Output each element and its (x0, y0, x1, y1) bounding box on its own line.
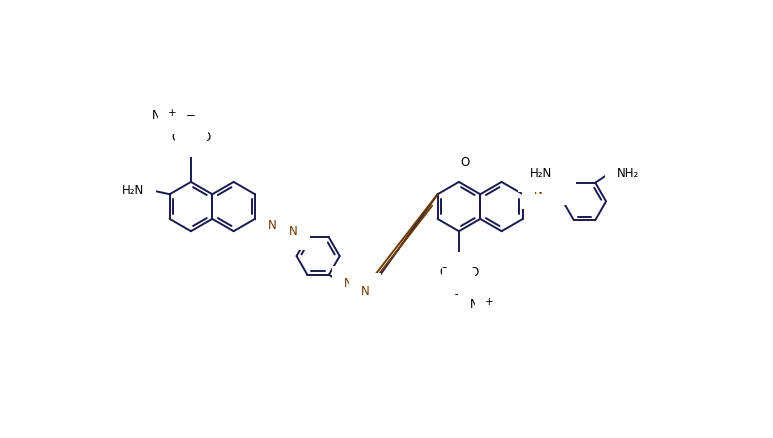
Text: O: O (461, 156, 470, 169)
Text: −: − (186, 109, 196, 122)
Text: O: O (470, 265, 479, 279)
Text: S: S (455, 265, 463, 279)
Text: +: + (169, 108, 177, 118)
Text: NH: NH (344, 277, 362, 290)
Text: O: O (439, 265, 448, 279)
Text: N: N (289, 225, 298, 238)
Text: H₂N: H₂N (122, 184, 145, 197)
Text: N: N (556, 180, 564, 193)
Text: N: N (361, 285, 369, 298)
Text: S: S (187, 131, 195, 144)
Text: O: O (455, 279, 464, 293)
Text: O: O (202, 131, 211, 144)
Text: NH₂: NH₂ (617, 167, 639, 180)
Text: H₂N: H₂N (530, 167, 552, 180)
Text: N: N (267, 219, 276, 232)
Text: +: + (485, 297, 494, 307)
Text: Na: Na (152, 109, 169, 122)
Text: O: O (171, 131, 180, 144)
Text: Na: Na (470, 298, 486, 311)
Text: −: − (454, 288, 464, 301)
Text: N: N (534, 184, 543, 197)
Text: O: O (186, 117, 196, 130)
